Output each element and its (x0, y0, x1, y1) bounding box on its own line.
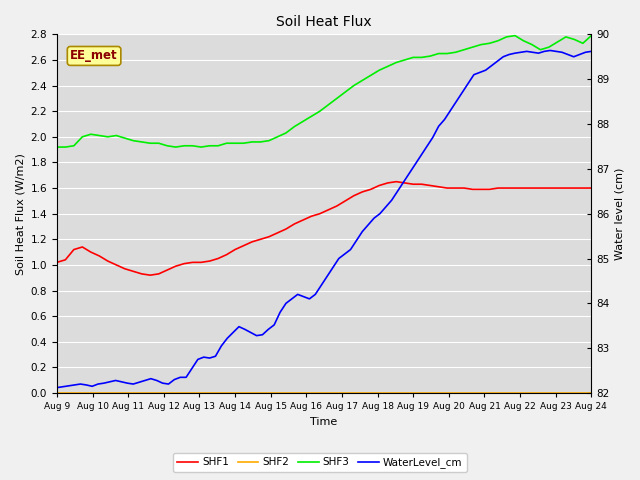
SHF1 (282, 226, 290, 232)
WaterLevel_cm (547, 48, 554, 53)
Title: Soil Heat Flux: Soil Heat Flux (276, 15, 372, 29)
SHF3 (401, 57, 408, 63)
SHF2 (401, 390, 408, 396)
SHF1 (588, 185, 595, 191)
SHF1 (53, 260, 61, 265)
WaterLevel_cm (370, 215, 378, 221)
WaterLevel_cm (482, 67, 490, 73)
SHF3 (588, 33, 595, 38)
SHF2 (350, 390, 358, 396)
Y-axis label: Water level (cm): Water level (cm) (615, 168, 625, 260)
WaterLevel_cm (476, 70, 484, 75)
Line: WaterLevel_cm: WaterLevel_cm (57, 50, 591, 388)
SHF3 (53, 144, 61, 150)
SHF1 (324, 207, 332, 213)
SHF1 (418, 181, 426, 187)
SHF3 (511, 33, 519, 38)
SHF1 (147, 272, 154, 278)
Y-axis label: Soil Heat Flux (W/m2): Soil Heat Flux (W/m2) (15, 153, 25, 275)
WaterLevel_cm (53, 385, 61, 391)
SHF3 (316, 108, 324, 114)
Text: EE_met: EE_met (70, 49, 118, 62)
SHF3 (392, 60, 400, 65)
SHF2 (274, 390, 282, 396)
SHF3 (350, 83, 358, 88)
WaterLevel_cm (499, 54, 507, 60)
SHF2 (316, 390, 324, 396)
SHF2 (588, 390, 595, 396)
Line: SHF1: SHF1 (57, 181, 591, 275)
SHF2 (392, 390, 400, 396)
Legend: SHF1, SHF2, SHF3, WaterLevel_cm: SHF1, SHF2, SHF3, WaterLevel_cm (173, 453, 467, 472)
WaterLevel_cm (447, 108, 454, 113)
SHF1 (410, 181, 417, 187)
X-axis label: Time: Time (310, 417, 338, 427)
SHF3 (121, 135, 129, 141)
WaterLevel_cm (588, 48, 595, 54)
Line: SHF3: SHF3 (57, 36, 591, 147)
SHF1 (392, 179, 400, 184)
SHF2 (53, 390, 61, 396)
SHF3 (274, 134, 282, 140)
SHF1 (358, 189, 366, 195)
SHF1 (121, 266, 129, 272)
WaterLevel_cm (470, 72, 477, 78)
SHF2 (121, 390, 129, 396)
